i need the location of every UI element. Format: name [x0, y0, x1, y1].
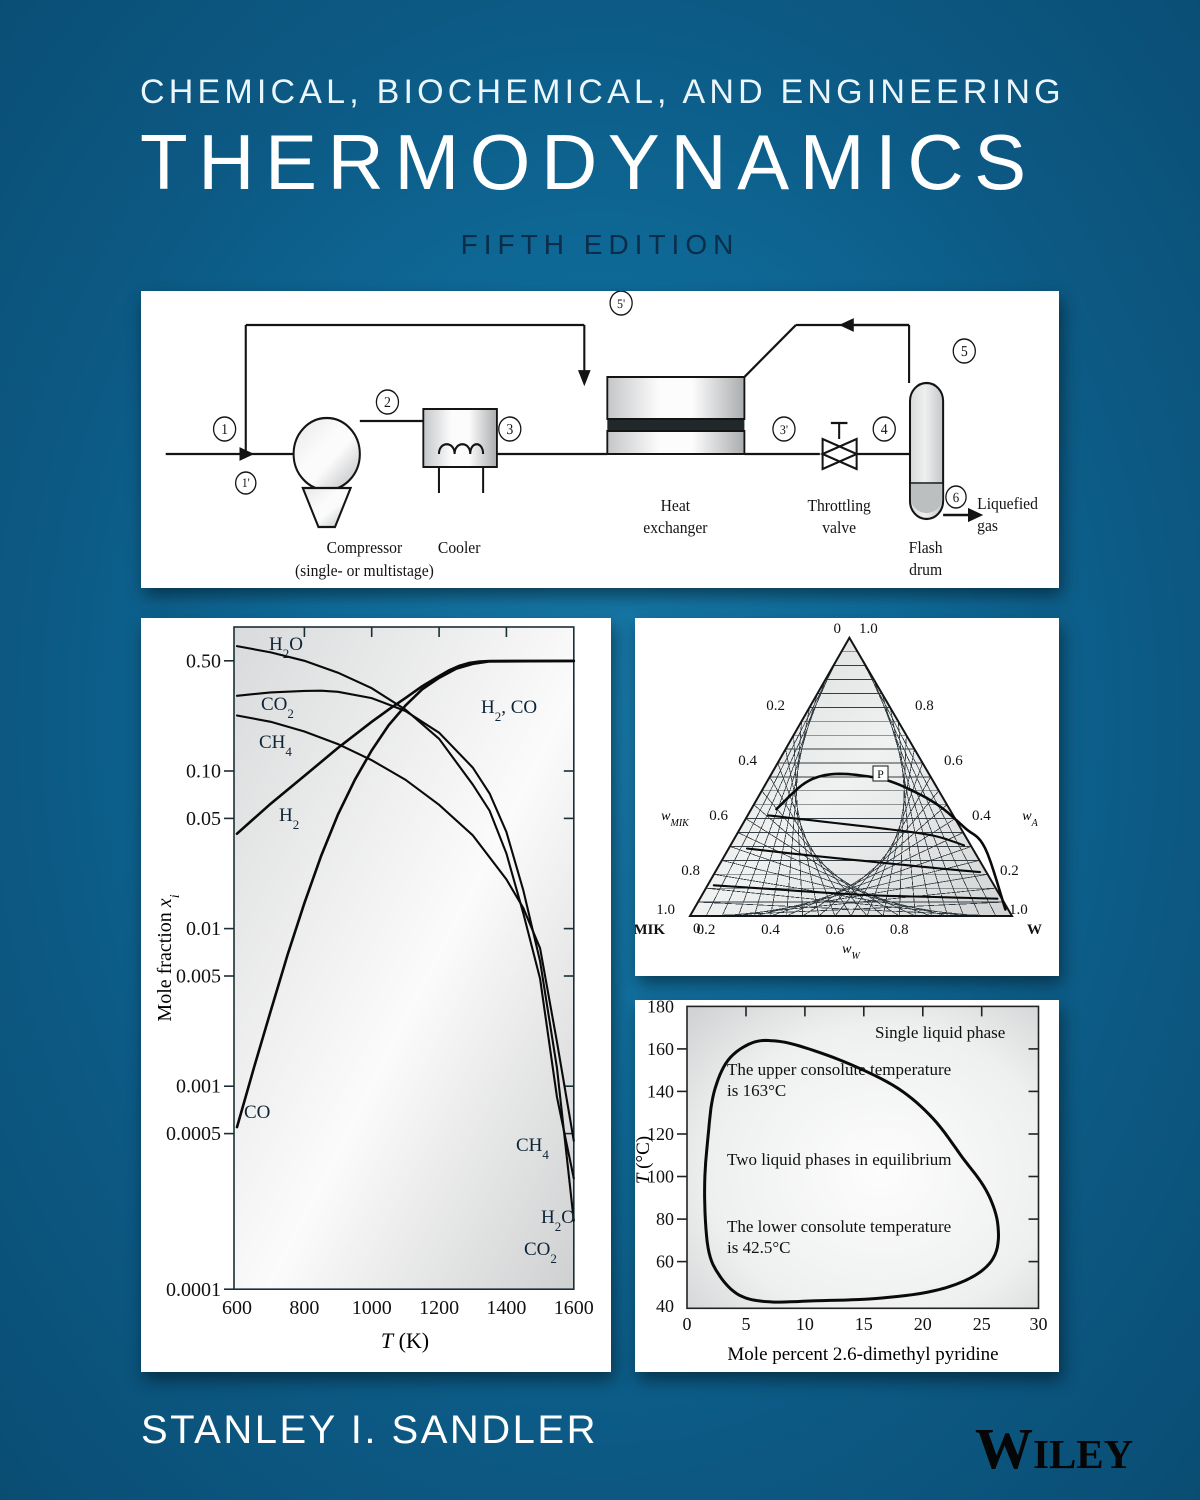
- svg-text:1600: 1600: [554, 1297, 594, 1319]
- svg-text:10: 10: [796, 1314, 814, 1334]
- svg-text:1000: 1000: [352, 1297, 392, 1319]
- svg-text:Liquefied: Liquefied: [977, 493, 1038, 513]
- svg-text:15: 15: [855, 1314, 873, 1334]
- svg-text:160: 160: [647, 1039, 674, 1059]
- svg-text:0.10: 0.10: [186, 761, 221, 783]
- svg-text:0.2: 0.2: [1000, 863, 1019, 879]
- svg-text:0.4: 0.4: [761, 922, 780, 938]
- svg-text:0.01: 0.01: [186, 918, 221, 940]
- svg-text:0.50: 0.50: [186, 651, 221, 673]
- svg-text:20: 20: [914, 1314, 932, 1334]
- svg-text:0.8: 0.8: [890, 922, 909, 938]
- svg-text:800: 800: [289, 1297, 319, 1319]
- svg-text:T (°C): T (°C): [635, 1136, 654, 1184]
- svg-text:3: 3: [506, 422, 513, 438]
- svg-text:1.0: 1.0: [656, 902, 675, 918]
- svg-text:W: W: [1027, 922, 1042, 938]
- svg-text:0.6: 0.6: [944, 753, 963, 769]
- svg-text:600: 600: [222, 1297, 252, 1319]
- svg-text:wA: wA: [1022, 809, 1038, 829]
- svg-text:5: 5: [961, 344, 968, 360]
- svg-text:P: P: [877, 767, 884, 781]
- svg-text:0.2: 0.2: [766, 698, 785, 714]
- svg-text:is 163°C: is 163°C: [727, 1081, 786, 1100]
- svg-text:CO: CO: [244, 1102, 270, 1123]
- svg-text:1200: 1200: [419, 1297, 459, 1319]
- svg-text:0.4: 0.4: [738, 753, 757, 769]
- svg-text:180: 180: [647, 1000, 674, 1016]
- svg-text:(single- or multistage): (single- or multistage): [295, 560, 434, 580]
- svg-text:0: 0: [683, 1314, 692, 1334]
- svg-text:0.001: 0.001: [176, 1076, 221, 1098]
- svg-text:Heat: Heat: [661, 495, 691, 515]
- svg-text:0.0005: 0.0005: [166, 1123, 221, 1145]
- svg-text:0.005: 0.005: [176, 966, 221, 988]
- svg-text:Mole percent 2.6-dimethyl pyri: Mole percent 2.6-dimethyl pyridine: [727, 1344, 998, 1365]
- svg-text:The upper consolute temperatur: The upper consolute temperature: [727, 1060, 951, 1079]
- svg-text:MIK: MIK: [635, 922, 665, 938]
- svg-text:Compressor: Compressor: [327, 537, 403, 557]
- svg-text:1': 1': [242, 475, 250, 490]
- svg-text:30: 30: [1030, 1314, 1048, 1334]
- svg-text:1.0: 1.0: [859, 621, 878, 637]
- svg-text:Cooler: Cooler: [438, 537, 481, 557]
- svg-text:0: 0: [834, 621, 842, 637]
- svg-text:valve: valve: [822, 517, 856, 537]
- svg-text:0.6: 0.6: [709, 808, 728, 824]
- svg-text:80: 80: [656, 1209, 674, 1229]
- svg-text:0.8: 0.8: [915, 698, 934, 714]
- svg-text:wW: wW: [842, 942, 861, 962]
- svg-text:0.6: 0.6: [826, 922, 845, 938]
- svg-text:3': 3': [780, 422, 788, 437]
- svg-text:Flash: Flash: [909, 537, 943, 557]
- svg-text:The lower consolute temperatur: The lower consolute temperature: [727, 1217, 951, 1236]
- svg-text:Two liquid phases in equilibri: Two liquid phases in equilibrium: [727, 1150, 952, 1169]
- svg-text:5: 5: [742, 1314, 751, 1334]
- svg-text:exchanger: exchanger: [643, 517, 708, 537]
- svg-text:Single liquid phase: Single liquid phase: [875, 1023, 1005, 1042]
- svg-text:Throttling: Throttling: [807, 495, 870, 515]
- svg-text:2: 2: [384, 395, 391, 411]
- svg-text:1.0: 1.0: [1009, 902, 1028, 918]
- svg-text:60: 60: [656, 1252, 674, 1272]
- svg-text:5': 5': [617, 296, 625, 311]
- svg-text:0.05: 0.05: [186, 808, 221, 830]
- svg-text:6: 6: [953, 491, 959, 506]
- svg-text:Mole fraction xi: Mole fraction xi: [154, 894, 183, 1021]
- svg-text:4: 4: [881, 422, 888, 438]
- svg-text:drum: drum: [909, 559, 942, 579]
- svg-text:T (K): T (K): [381, 1328, 429, 1353]
- svg-text:1: 1: [221, 422, 228, 438]
- svg-text:gas: gas: [977, 515, 998, 535]
- svg-text:0.4: 0.4: [972, 808, 991, 824]
- svg-text:0: 0: [693, 921, 701, 937]
- svg-text:0.8: 0.8: [681, 863, 700, 879]
- svg-text:1400: 1400: [486, 1297, 526, 1319]
- svg-text:25: 25: [973, 1314, 991, 1334]
- svg-text:A: A: [844, 618, 855, 621]
- svg-text:is 42.5°C: is 42.5°C: [727, 1238, 790, 1257]
- svg-text:0.0001: 0.0001: [166, 1279, 221, 1301]
- svg-text:40: 40: [656, 1296, 674, 1316]
- svg-text:140: 140: [647, 1081, 674, 1101]
- svg-text:wMIK: wMIK: [661, 809, 690, 829]
